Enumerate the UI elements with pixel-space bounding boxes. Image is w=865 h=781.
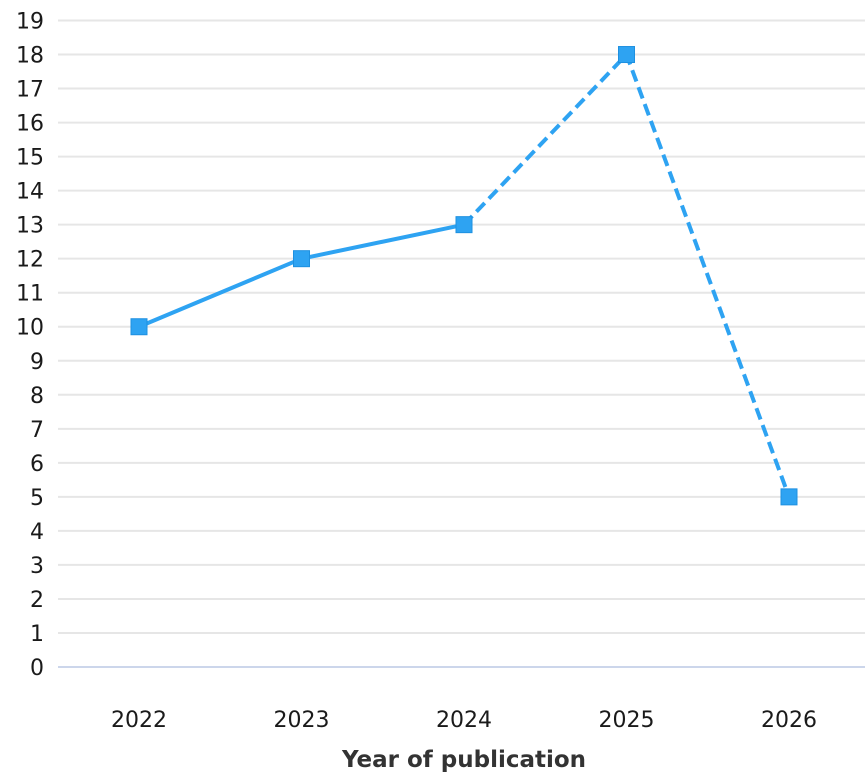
x-tick-label: 2022 [111, 708, 167, 733]
x-axis-ticks: 2022 2023 2024 2025 2026 [111, 708, 817, 733]
data-point-marker [130, 318, 148, 336]
x-axis-title: Year of publication [341, 747, 586, 773]
x-tick-label: 2024 [436, 708, 492, 733]
y-tick-label: 6 [30, 452, 44, 477]
x-tick-label: 2025 [599, 708, 655, 733]
series-line-solid [137, 222, 466, 329]
data-point-marker [780, 488, 798, 506]
y-tick-label: 14 [16, 180, 44, 205]
y-tick-label: 13 [16, 214, 44, 239]
y-tick-label: 3 [30, 554, 44, 579]
grid-layer [58, 19, 865, 668]
y-tick-label: 8 [30, 384, 44, 409]
y-tick-label: 11 [16, 282, 44, 307]
y-tick-label: 0 [30, 656, 44, 681]
y-tick-label: 4 [30, 520, 44, 545]
y-tick-label: 12 [16, 248, 44, 273]
data-point-marker [618, 46, 635, 64]
y-tick-label: 7 [30, 418, 44, 443]
data-point-marker [455, 216, 473, 234]
series-line-dashed [462, 52, 791, 498]
x-tick-label: 2023 [274, 708, 330, 733]
y-tick-label: 1 [30, 622, 44, 647]
data-point-marker [293, 250, 310, 268]
y-tick-label: 16 [16, 112, 44, 137]
y-tick-label: 18 [16, 44, 44, 69]
y-tick-label: 17 [16, 78, 44, 103]
y-tick-label: 9 [30, 350, 44, 375]
x-tick-label: 2026 [761, 708, 817, 733]
y-tick-label: 5 [30, 486, 44, 511]
y-tick-label: 2 [30, 588, 44, 613]
y-tick-label: 15 [16, 146, 44, 171]
y-tick-label: 10 [16, 316, 44, 341]
y-tick-label: 19 [16, 10, 44, 35]
series-layer [130, 46, 798, 506]
